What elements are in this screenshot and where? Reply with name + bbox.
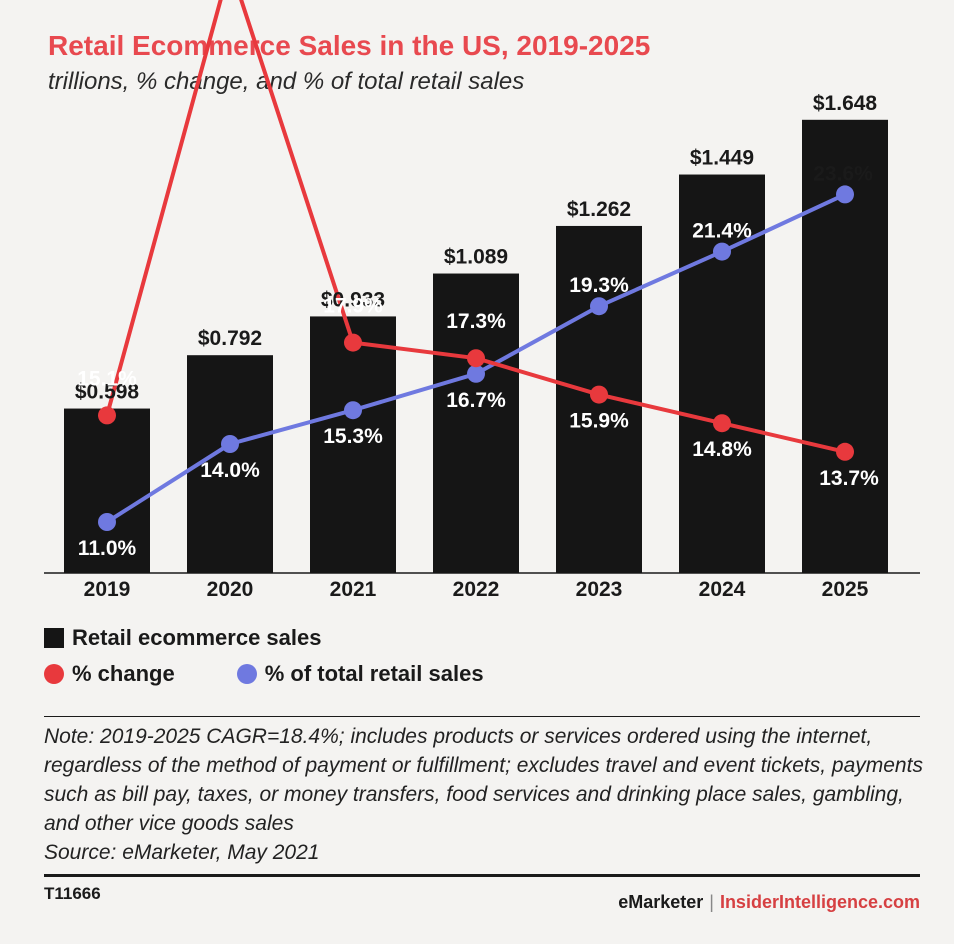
point-pct-total-2019 (98, 513, 116, 531)
x-tick-label-2024: 2024 (699, 578, 746, 601)
legend-item-pct-change: % change (44, 661, 175, 687)
point-pct-change-2023 (590, 385, 608, 404)
legend-swatch-pct-change (44, 664, 64, 684)
bar-2022 (433, 273, 519, 573)
label-pct-total-2022: 16.7% (446, 389, 506, 412)
legend-swatch-sales (44, 628, 64, 648)
point-pct-change-2021 (344, 333, 362, 352)
bar-value-label-2023: $1.262 (567, 198, 631, 221)
bar-value-label-2024: $1.449 (690, 147, 754, 170)
point-pct-change-2022 (467, 349, 485, 368)
legend-label-pct-change: % change (72, 661, 175, 686)
footer-brand: eMarketer | InsiderIntelligence.com (618, 892, 920, 913)
x-tick-label-2023: 2023 (576, 578, 623, 601)
footer-divider (44, 874, 920, 877)
legend: Retail ecommerce sales % change % of tot… (44, 620, 546, 692)
label-pct-change-2022: 17.3% (446, 310, 506, 333)
point-pct-total-2024 (713, 242, 731, 261)
legend-item-pct-total: % of total retail sales (236, 661, 484, 687)
bar-value-label-2022: $1.089 (444, 246, 508, 269)
brand-insider-intelligence: InsiderIntelligence.com (719, 892, 920, 912)
point-pct-total-2020 (221, 435, 239, 453)
label-pct-total-2021: 15.3% (323, 425, 383, 448)
chart-title: Retail Ecommerce Sales in the US, 2019-2… (48, 30, 651, 61)
note-divider (44, 716, 920, 717)
point-pct-change-2025 (836, 442, 854, 461)
x-tick-label-2020: 2020 (207, 578, 254, 601)
chart-subtitle: trillions, % change, and % of total reta… (48, 68, 525, 95)
label-pct-total-2024: 21.4% (692, 220, 752, 243)
point-pct-total-2022 (467, 364, 485, 383)
brand-separator: | (709, 892, 714, 912)
label-pct-change-2024: 14.8% (692, 438, 752, 461)
bar-2021 (310, 316, 396, 573)
label-pct-change-2023: 15.9% (569, 410, 629, 433)
source-text: Source: eMarketer, May 2021 (44, 841, 320, 864)
bar-value-label-2025: $1.648 (813, 92, 878, 115)
label-pct-total-2025: 23.6% (813, 162, 873, 185)
label-pct-total-2019: 11.0% (78, 537, 137, 560)
point-pct-change-2019 (98, 406, 116, 425)
x-tick-label-2021: 2021 (330, 578, 377, 601)
x-tick-label-2022: 2022 (453, 578, 500, 601)
chart-code: T11666 (44, 884, 101, 903)
bar-2024 (679, 174, 765, 573)
point-pct-total-2021 (344, 401, 362, 420)
note-text: Note: 2019-2025 CAGR=18.4%; includes pro… (44, 725, 923, 835)
label-pct-change-2025: 13.7% (819, 467, 879, 490)
point-pct-total-2025 (836, 185, 854, 204)
brand-emarketer: eMarketer (618, 892, 704, 912)
label-pct-total-2020: 14.0% (200, 459, 260, 482)
legend-label-sales: Retail ecommerce sales (72, 625, 322, 650)
label-pct-change-2019: 15.1% (77, 367, 137, 390)
x-tick-label-2019: 2019 (84, 578, 131, 601)
combo-chart: $0.598 2019 $0.792 2020 $0.933 2021 $1.089 2022… (44, 0, 920, 601)
x-tick-label-2025: 2025 (822, 578, 869, 601)
point-pct-total-2023 (590, 297, 608, 316)
label-pct-change-2021: 17.9% (323, 295, 383, 318)
legend-label-pct-total: % of total retail sales (264, 661, 484, 686)
legend-swatch-pct-total (236, 664, 257, 684)
bar-value-label-2019: $0.598 (75, 381, 140, 404)
label-pct-total-2023: 19.3% (569, 274, 629, 297)
bar-value-label-2021: $0.933 (321, 288, 385, 311)
bar-2019 (64, 408, 150, 573)
legend-item-sales: Retail ecommerce sales (44, 625, 322, 651)
point-pct-change-2024 (713, 414, 731, 433)
bar-value-label-2020: $0.792 (198, 327, 262, 350)
note-block: Note: 2019-2025 CAGR=18.4%; includes pro… (44, 722, 924, 867)
